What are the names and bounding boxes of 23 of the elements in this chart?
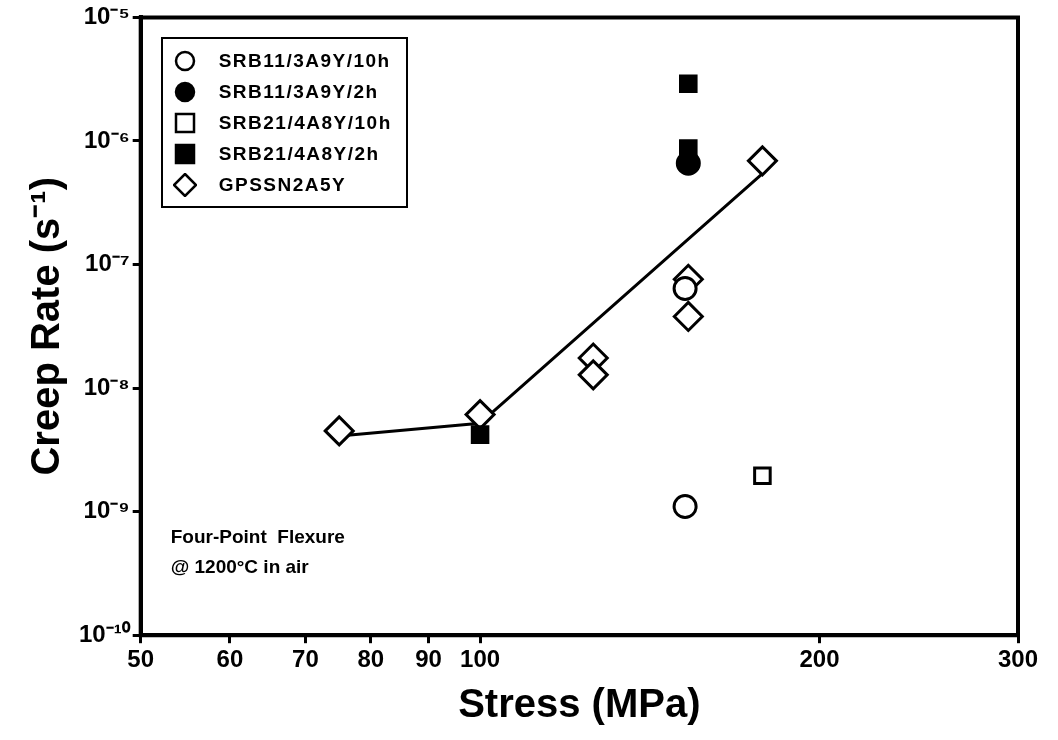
annotation: @ 1200°C in air: [170, 556, 310, 578]
y-tick-label: 10⁻¹⁰: [79, 619, 131, 647]
x-tick-label: 90: [415, 645, 442, 673]
x-tick-label: 100: [460, 645, 501, 673]
legend-label: SRB11/3A9Y/10h: [218, 49, 391, 72]
x-tick-label: 60: [216, 645, 244, 673]
x-tick-label: 70: [292, 645, 319, 673]
y-tick-label: 10⁻⁸: [83, 372, 130, 400]
legend-label: SRB11/3A9Y/2h: [218, 80, 379, 103]
x-axis-title: Stress (MPa): [458, 681, 701, 726]
y-tick-label: 10⁻⁷: [85, 249, 130, 277]
y-tick-label: 10⁻⁹: [83, 496, 130, 524]
annotation: Four-Point Flexure: [170, 526, 345, 548]
y-tick-label: 10⁻⁶: [83, 125, 130, 153]
y-axis-title: Creep Rate (s⁻¹): [23, 177, 68, 476]
x-tick-label: 80: [357, 645, 385, 673]
x-tick-label: 50: [127, 645, 155, 673]
legend-label: SRB21/4A8Y/10h: [218, 111, 392, 134]
y-tick-label: 10⁻⁵: [83, 2, 130, 30]
x-tick-label: 200: [799, 645, 840, 673]
x-tick-label: 300: [997, 645, 1039, 673]
legend-label: GPSSN2A5Y: [218, 173, 347, 196]
legend-label: SRB21/4A8Y/2h: [218, 142, 380, 165]
